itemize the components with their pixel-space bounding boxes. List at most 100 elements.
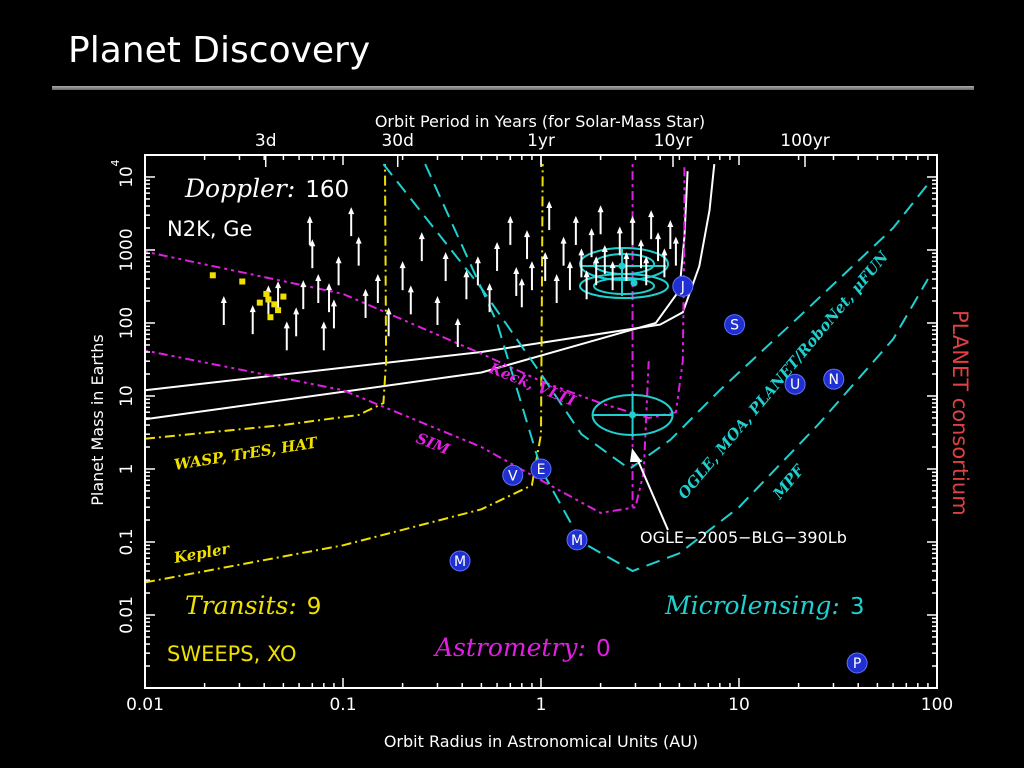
- solar-system-label: M: [454, 554, 466, 570]
- doppler-planet: [320, 321, 327, 329]
- doppler-planet: [418, 232, 425, 240]
- doppler-planet: [601, 244, 608, 252]
- solar-system-marker: [823, 368, 845, 390]
- slide-title: Planet Discovery: [68, 30, 371, 71]
- transit-planet: [267, 314, 274, 321]
- solar-system-marker: [566, 529, 588, 551]
- transit-planet: [239, 278, 246, 285]
- curve-label-mpf: MPF: [769, 460, 809, 503]
- solar-system-marker: [502, 464, 524, 486]
- solar-system-marker: [784, 373, 806, 395]
- method-label-transits: Transits: 9: [185, 591, 321, 620]
- method-label-microlensing: Microlensing: 3: [664, 591, 864, 620]
- method-name-astrometry: Astrometry:: [433, 633, 586, 662]
- doppler-planet: [583, 270, 590, 278]
- doppler-planet: [486, 283, 493, 291]
- doppler-planet: [275, 281, 282, 289]
- ogle-point: [629, 411, 637, 419]
- transit-planet: [263, 290, 270, 297]
- doppler-planet: [315, 274, 322, 282]
- doppler-planet: [572, 215, 579, 223]
- y-tick-label: 0.01: [117, 596, 137, 634]
- doppler-planet: [661, 248, 668, 256]
- y-tick-label: 100: [117, 307, 137, 339]
- annotation-label: OGLE−2005−BLG−390Lb: [640, 528, 847, 547]
- doppler-planet: [293, 307, 300, 315]
- x-axis-label: Orbit Radius in Astronomical Units (AU): [384, 732, 698, 751]
- doppler-planet: [407, 285, 414, 293]
- y-axis-label: Planet Mass in Earths: [88, 334, 107, 506]
- y-tick-label: 10: [117, 385, 137, 407]
- doppler-planet: [374, 274, 381, 282]
- solar-system-label: U: [790, 377, 800, 393]
- solar-system-label: P: [853, 656, 861, 672]
- solar-system-marker: [449, 550, 471, 572]
- doppler-planet: [566, 261, 573, 269]
- lensing-ellipse-1: [579, 247, 669, 281]
- doppler-planet: [283, 321, 290, 329]
- x-tick-label: 100: [921, 695, 953, 715]
- method-name-microlensing: Microlensing:: [664, 591, 840, 620]
- method-count-astrometry: 0: [596, 636, 611, 662]
- solar-system-marker: [530, 458, 552, 480]
- method-name-doppler: Doppler:: [184, 174, 295, 203]
- method-label-doppler: Doppler: 160: [184, 174, 349, 203]
- curve-label-wasp: WASP, TrES, HAT: [173, 433, 320, 474]
- x2-tick-label: 100yr: [780, 131, 830, 151]
- doppler-planet: [348, 207, 355, 215]
- method-count-microlensing: 3: [850, 594, 865, 620]
- x-tick-label: 0.01: [126, 695, 164, 715]
- lensing-ellipse-2-inner: [593, 277, 655, 295]
- doppler-planet: [553, 274, 560, 282]
- y-tick-label: 0.1: [117, 528, 137, 555]
- method-label-astrometry: Astrometry: 0: [433, 633, 611, 662]
- doppler-planet: [442, 252, 449, 260]
- x2-tick-label: 30d: [381, 131, 413, 151]
- doppler-planet: [609, 261, 616, 269]
- solar-system-label: E: [537, 462, 546, 478]
- doppler-planet: [597, 205, 604, 213]
- solar-system-label: J: [680, 279, 685, 295]
- method-name-transits: Transits:: [185, 591, 297, 620]
- doppler-planet: [616, 226, 623, 234]
- doppler-planet: [528, 261, 535, 269]
- doppler-planet: [518, 278, 525, 286]
- curve-label-keck: Keck, VLTI: [486, 359, 579, 411]
- method-count-transits: 9: [307, 594, 322, 620]
- doppler-planet: [309, 239, 316, 247]
- doppler-planet: [326, 283, 333, 291]
- method-count-doppler: 160: [305, 177, 349, 203]
- lensing-ellipse-2: [579, 273, 669, 299]
- x-tick-label: 0.1: [329, 695, 356, 715]
- doppler-planet: [524, 230, 531, 238]
- planet-consortium-label: PLANET consortium: [948, 310, 972, 516]
- doppler-planet: [494, 241, 501, 249]
- doppler-planet: [220, 296, 227, 304]
- doppler-planet: [399, 261, 406, 269]
- y-tick-label: 10: [117, 166, 137, 188]
- solar-system-marker: [672, 275, 694, 297]
- keck-vlti-curve: [144, 164, 686, 420]
- doppler-planet: [593, 256, 600, 264]
- transits-ground-curve: [144, 164, 388, 440]
- doppler-planet: [300, 280, 307, 288]
- transit-survey-label: SWEEPS, XO: [167, 642, 297, 666]
- y-tick-label: 1: [117, 464, 137, 475]
- y-tick-label-exponent: 4: [109, 159, 122, 166]
- y-tick-label: 1000: [117, 228, 137, 271]
- lensing-point: [618, 262, 626, 270]
- x2-tick-label: 10yr: [654, 131, 693, 151]
- doppler-planet: [638, 239, 645, 247]
- doppler-limit-curve-2: [144, 171, 689, 421]
- doppler-planet: [265, 285, 272, 293]
- curve-label-ogle: OGLE, MOA, PLANET/RoboNet, μFUN: [674, 247, 893, 503]
- doppler-planet: [330, 299, 337, 307]
- doppler-planet: [362, 288, 369, 296]
- x2-tick-label: 1yr: [527, 131, 555, 151]
- doppler-planet: [578, 248, 585, 256]
- x2-axis-label: Orbit Period in Years (for Solar-Mass St…: [375, 112, 705, 131]
- doppler-limit-curve: [144, 163, 716, 392]
- solar-system-label: N: [829, 372, 839, 388]
- x-tick-label: 10: [728, 695, 750, 715]
